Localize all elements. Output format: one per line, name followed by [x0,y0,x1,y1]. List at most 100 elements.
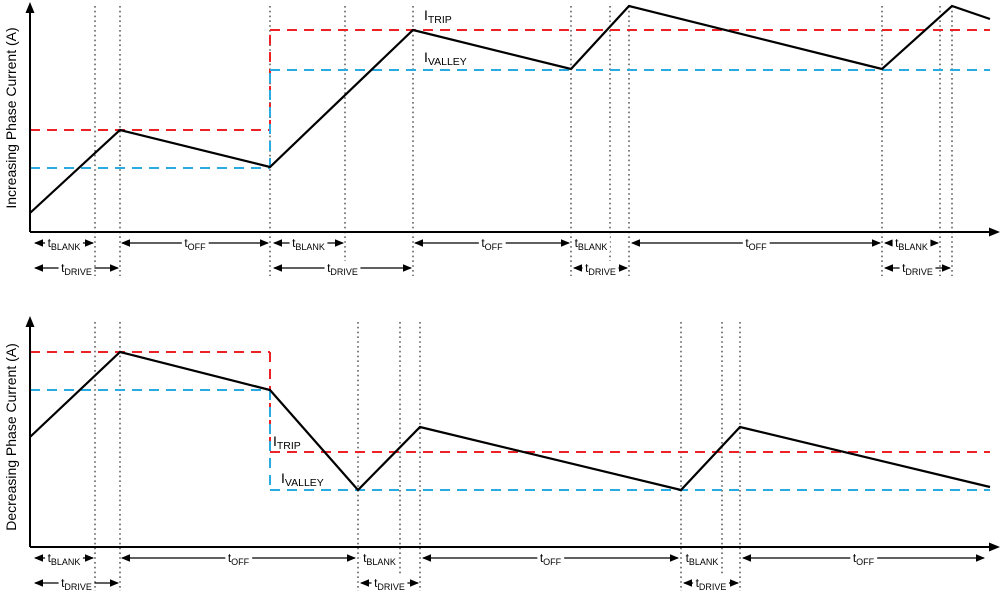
timing-annotation-blank: tBLANK [273,236,344,252]
label-background [225,551,253,567]
arrowhead-right [403,264,412,272]
arrowhead-right [730,579,739,587]
arrowhead-right [335,239,344,247]
i-trip-label: ITRIP [424,7,452,26]
arrowhead-left [273,264,282,272]
timing-annotation-drive: tDRIVE [34,576,119,592]
t-off-label: tOFF [228,551,250,567]
timing-annotation-blank: tBLANK [884,236,939,252]
t-drive-label: tDRIVE [61,261,92,277]
arrowhead-right [976,554,985,562]
timing-annotation-drive: tDRIVE [683,576,739,592]
t-blank-label: tBLANK [363,551,396,567]
timing-annotation-drive: tDRIVE [273,261,412,277]
label-background [899,261,936,277]
arrowhead-right [347,554,356,562]
label-background [742,236,770,252]
label-background [693,576,729,592]
timing-annotation-off: tOFF [121,551,356,567]
phase-current-waveform [29,4,991,214]
panel-increasing: tBLANK tOFF tBLANK tOFF tBLANK tOFF tBLANKtDRI… [25,2,1000,277]
t-blank-label: tBLANK [48,236,81,252]
timing-annotation-drive: tDRIVE [884,261,951,277]
label-background [360,551,399,567]
timing-annotation-blank: tBLANK [34,551,94,567]
arrowhead-left [121,239,130,247]
arrowhead-right [410,579,419,587]
t-off-label: tOFF [745,236,767,252]
y-axis-label-decreasing: Decreasing Phase Current (A) [3,343,19,531]
timing-annotation-blank: tBLANK [360,551,399,567]
t-drive-label: tDRIVE [585,261,616,277]
label-background [181,236,209,252]
t-off-label: tOFF [853,551,875,567]
arrowhead-left [121,554,130,562]
label-background [289,236,328,252]
arrowhead-left [742,554,751,562]
t-drive-label: tDRIVE [327,261,358,277]
i-valley-label: IVALLEY [424,49,467,68]
x-axis-arrowhead [989,227,1000,237]
label-background [45,551,83,567]
arrowhead-left [683,579,692,587]
timing-annotation-off: tOFF [121,236,269,252]
arrowhead-left [34,554,43,562]
arrowhead-right [110,264,119,272]
label-background [582,261,619,277]
timing-annotation-drive: tDRIVE [573,261,628,277]
panel-decreasing: tBLANK tOFF tBLANK tOFF tBLANK tOFF tDRIVE tDRI… [25,316,1000,592]
label-background [892,236,931,252]
t-off-label: tOFF [540,551,562,567]
arrowhead-right [670,554,679,562]
t-blank-label: tBLANK [48,551,81,567]
t-drive-label: tDRIVE [696,576,727,592]
arrowhead-left [884,264,893,272]
timing-annotation-off: tOFF [631,236,881,252]
timing-annotation-blank: tBLANK [683,551,721,567]
i-trip-label: ITRIP [273,433,301,452]
t-blank-label: tBLANK [575,236,608,252]
arrowhead-left [414,239,423,247]
t-drive-label: tDRIVE [61,576,92,592]
t-blank-label: tBLANK [686,551,719,567]
label-background [683,551,721,567]
label-background [58,261,95,277]
t-blank-label: tBLANK [292,236,325,252]
arrowhead-left [884,239,893,247]
timing-annotation-blank: tBLANK [572,236,610,252]
arrowhead-right [85,239,94,247]
arrowhead-left [631,239,640,247]
timing-annotation-drive: tDRIVE [360,576,419,592]
arrowhead-right [872,239,881,247]
arrowhead-right [110,579,119,587]
arrowhead-left [34,239,43,247]
t-off-label: tOFF [184,236,206,252]
t-drive-label: tDRIVE [902,261,933,277]
arrowhead-right [930,239,939,247]
arrowhead-left [360,579,369,587]
timing-annotation-off: tOFF [414,236,570,252]
label-background [478,236,506,252]
t-drive-label: tDRIVE [374,576,405,592]
x-axis-arrowhead [989,542,1000,552]
y-axis-label-increasing: Increasing Phase Current (A) [3,27,19,209]
y-axis-arrowhead [25,2,35,13]
label-background [324,261,361,277]
t-blank-label: tBLANK [895,236,928,252]
label-background [371,576,408,592]
label-background [537,551,565,567]
timing-annotation-off: tOFF [422,551,679,567]
y-axis-arrowhead [25,316,35,327]
arrowhead-left [422,554,431,562]
arrowhead-right [561,239,570,247]
timing-annotation-off: tOFF [742,551,985,567]
timing-annotation-drive: tDRIVE [34,261,119,277]
arrowhead-left [34,579,43,587]
arrowhead-left [34,264,43,272]
arrowhead-left [273,239,282,247]
label-background [58,576,95,592]
label-background [45,236,83,252]
t-off-label: tOFF [481,236,503,252]
